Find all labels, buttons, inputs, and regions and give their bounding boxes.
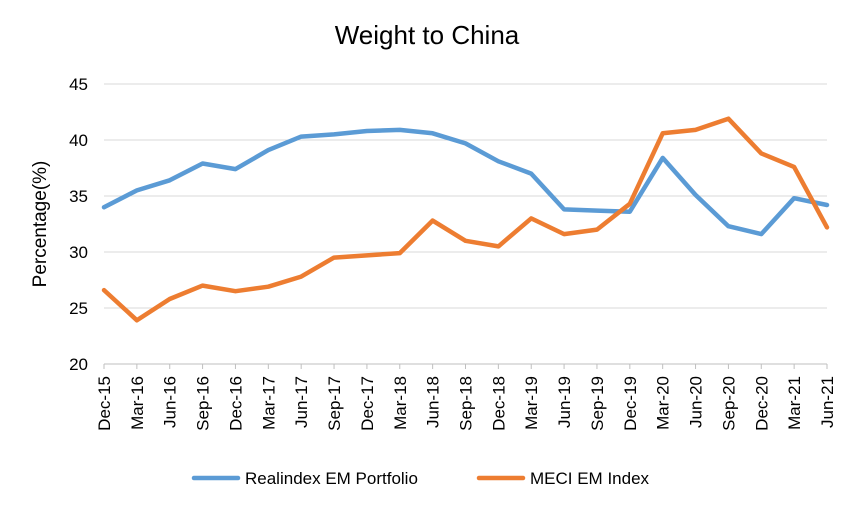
series-line-2	[101, 116, 830, 323]
x-tick-label: Jun-16	[161, 376, 180, 428]
y-tick-label: 30	[69, 243, 88, 262]
x-tick-label: Dec-16	[226, 376, 245, 431]
x-tick-label: Jun-17	[292, 376, 311, 428]
x-tick-label: Dec-19	[621, 376, 640, 431]
y-tick-label: 40	[69, 131, 88, 150]
y-axis-ticks: 20 25 30 35 40 45	[69, 75, 88, 374]
legend: Realindex EM Portfolio MECI EM Index	[191, 469, 650, 488]
chart-title: Weight to China	[335, 20, 520, 50]
x-tick-label: Mar-21	[785, 376, 804, 430]
y-tick-label: 45	[69, 75, 88, 94]
x-tick-label: Mar-16	[128, 376, 147, 430]
x-tick-label: Sep-16	[194, 376, 213, 431]
x-tick-label: Mar-20	[654, 376, 673, 430]
x-tick-label: Sep-20	[719, 376, 738, 431]
legend-label: Realindex EM Portfolio	[245, 469, 418, 488]
y-axis-title: Percentage(%)	[30, 161, 51, 288]
x-tick-label: Sep-17	[325, 376, 344, 431]
y-tick-label: 35	[69, 187, 88, 206]
series-line-1	[101, 127, 830, 237]
x-tick-label: Sep-18	[457, 376, 476, 431]
x-tick-label: Dec-18	[489, 376, 508, 431]
gridlines	[104, 83, 827, 365]
x-tick-label: Jun-19	[555, 376, 574, 428]
legend-label: MECI EM Index	[530, 469, 650, 488]
y-tick-label: 25	[69, 299, 88, 318]
x-tick-label: Dec-17	[358, 376, 377, 431]
x-tick-label: Dec-20	[752, 376, 771, 431]
x-tick-label: Jun-20	[687, 376, 706, 428]
series-lines	[101, 116, 830, 323]
x-tick-label: Mar-19	[522, 376, 541, 430]
x-tick-label: Sep-19	[588, 376, 607, 431]
x-tick-label: Mar-18	[391, 376, 410, 430]
x-tick-label: Dec-15	[95, 376, 114, 431]
x-tick-label: Mar-17	[259, 376, 278, 430]
x-tick-label: Jun-18	[424, 376, 443, 428]
y-tick-label: 20	[69, 355, 88, 374]
x-tick-label: Jun-21	[818, 376, 837, 428]
x-axis-ticks: Dec-15 Mar-16 Jun-16 Sep-16 Dec-16 Mar-17 Jun-…	[95, 364, 837, 431]
